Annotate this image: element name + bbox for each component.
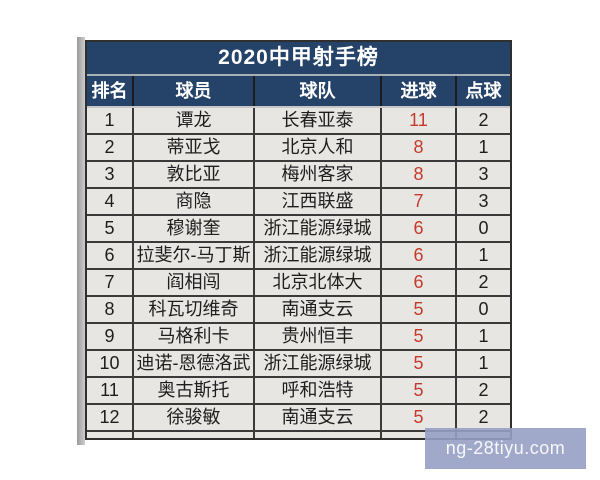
cell-penalty: 0 [455,216,510,241]
cell-goals: 7 [380,189,455,214]
cell-team: 北京人和 [253,135,380,160]
cell-rank: 8 [104,299,115,319]
cell-rank: 2 [104,137,115,157]
cell-penalty: 1 [455,135,510,160]
table-row: 10 迪诺-恩德洛武 浙江能源绿城 5 1 [87,351,510,378]
header-cell-rank: 排名 [91,81,128,101]
table-row: 12 徐骏敏 南通支云 5 2 [87,405,510,432]
cell-player: 迪诺-恩德洛武 [132,351,253,376]
cell-player: 阎相闯 [132,270,253,295]
cell-player: 穆谢奎 [132,216,253,241]
cell-goals: 6 [380,216,455,241]
cell-team: 呼和浩特 [253,378,380,403]
watermark-badge: ng-28tiyu.com [425,428,586,469]
cell-penalty: 2 [455,270,510,295]
cell-team: 长春亚泰 [253,108,380,133]
cell-rank: 1 [104,110,115,130]
cell-player: 拉斐尔-马丁斯 [132,243,253,268]
cell-rank: 4 [104,191,115,211]
table-row: 9 马格利卡 贵州恒丰 5 1 [87,324,510,351]
header-cell-team: 球队 [253,76,380,106]
cell-goals: 8 [380,135,455,160]
table-title: 2020中甲射手榜 [87,42,510,76]
cell-player: 奥古斯托 [132,378,253,403]
cell-player: 商隐 [132,189,253,214]
cell-rank: 5 [104,218,115,238]
cell-goals: 6 [380,270,455,295]
table-row: 5 穆谢奎 浙江能源绿城 6 0 [87,216,510,243]
header-cell-goals: 进球 [380,76,455,106]
cell-goals: 5 [380,297,455,322]
cell-goals: 6 [380,243,455,268]
cell-penalty: 1 [455,243,510,268]
table-body: 1 谭龙 长春亚泰 11 2 2 蒂亚戈 北京人和 8 1 3 敦比亚 梅州客家… [87,108,510,432]
cell-team: 贵州恒丰 [253,324,380,349]
header-cell-penalty: 点球 [455,76,510,106]
cell-team: 梅州客家 [253,162,380,187]
cell-team: 浙江能源绿城 [253,216,380,241]
cell-goals: 5 [380,405,455,430]
table-row: 1 谭龙 长春亚泰 11 2 [87,108,510,135]
cell-team: 南通支云 [253,405,380,430]
cell-rank: 3 [104,164,115,184]
watermark-text: ng-28tiyu.com [445,438,566,458]
cell-goals: 5 [380,351,455,376]
cell-goals: 8 [380,162,455,187]
cell-rank: 7 [104,272,115,292]
table-row: 6 拉斐尔-马丁斯 浙江能源绿城 6 1 [87,243,510,270]
cell-goals: 5 [380,378,455,403]
cell-penalty: 3 [455,189,510,214]
cell-penalty: 2 [455,108,510,133]
cell-penalty: 1 [455,351,510,376]
cell-player: 马格利卡 [132,324,253,349]
table-row: 7 阎相闯 北京北体大 6 2 [87,270,510,297]
table-row: 2 蒂亚戈 北京人和 8 1 [87,135,510,162]
table-row: 11 奥古斯托 呼和浩特 5 2 [87,378,510,405]
cell-rank: 10 [99,353,120,373]
cell-player: 敦比亚 [132,162,253,187]
cell-rank: 12 [99,407,120,427]
cell-player: 蒂亚戈 [132,135,253,160]
cell-penalty: 0 [455,297,510,322]
table-row: 8 科瓦切维奇 南通支云 5 0 [87,297,510,324]
cell-goals: 11 [380,108,455,133]
photo-edge-strip [77,37,85,445]
cell-rank: 6 [104,245,115,265]
cell-goals: 5 [380,324,455,349]
cell-rank: 11 [100,380,119,400]
table-header-row: 排名 球员 球队 进球 点球 [87,76,510,108]
table-row: 3 敦比亚 梅州客家 8 3 [87,162,510,189]
cell-team: 南通支云 [253,297,380,322]
cell-player: 谭龙 [132,108,253,133]
cell-penalty: 1 [455,324,510,349]
cell-player: 科瓦切维奇 [132,297,253,322]
cell-team: 浙江能源绿城 [253,243,380,268]
table-row: 4 商隐 江西联盛 7 3 [87,189,510,216]
cell-rank: 9 [104,326,115,346]
cell-penalty: 2 [455,405,510,430]
cell-penalty: 2 [455,378,510,403]
cell-player: 徐骏敏 [132,405,253,430]
top-scorers-table: 2020中甲射手榜 排名 球员 球队 进球 点球 1 谭龙 长春亚泰 11 2 … [85,40,512,440]
cell-team: 江西联盛 [253,189,380,214]
header-cell-player: 球员 [132,76,253,106]
cell-penalty: 3 [455,162,510,187]
cell-team: 浙江能源绿城 [253,351,380,376]
cell-team: 北京北体大 [253,270,380,295]
